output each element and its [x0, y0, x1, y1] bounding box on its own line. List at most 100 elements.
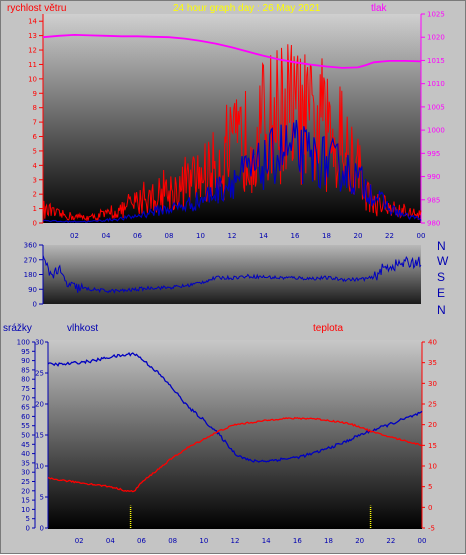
rain-y-tick-label: 100 — [17, 339, 30, 347]
wind-y-tick-label: 12 — [28, 47, 37, 55]
humidity-x-tick-label: 22 — [386, 537, 395, 545]
wind-y-tick-label: 9 — [33, 90, 37, 98]
rain-y-tick-label: 65 — [21, 404, 30, 412]
humidity-x-tick-label: 20 — [355, 537, 364, 545]
temperature-series-line — [47, 416, 423, 493]
temperature-y-tick-label: 20 — [428, 421, 437, 429]
temperature-y-tick-label: -5 — [428, 525, 435, 533]
wind-x-tick-label: 06 — [133, 232, 142, 240]
rain-y-tick-label: 45 — [21, 441, 30, 449]
direction-label-west: W — [437, 254, 449, 268]
wind-y-tick-label: 2 — [33, 191, 37, 199]
humidity-x-tick-label: 00 — [418, 537, 427, 545]
wind-x-tick-label: 16 — [291, 232, 300, 240]
temperature-y-tick-label: 25 — [428, 401, 437, 409]
humidity-x-tick-label: 10 — [199, 537, 208, 545]
rain-y-tick-label: 5 — [26, 515, 30, 523]
temperature-y-tick-label: 40 — [428, 339, 437, 347]
rain-y-tick-label: 25 — [21, 478, 30, 486]
wind-gust-series-line — [42, 44, 422, 223]
rain-y-tick-label: 55 — [21, 422, 30, 430]
wind-y-tick-label: 4 — [33, 162, 38, 170]
humidity-y-tick-label: 20 — [35, 401, 44, 409]
rain-y-tick-label: 15 — [21, 497, 30, 505]
wind-y-tick-label: 10 — [28, 75, 37, 83]
direction-label-east: E — [437, 286, 445, 300]
humidity-y-tick-label: 10 — [35, 463, 44, 471]
temperature-y-tick-label: 35 — [428, 359, 437, 367]
temperature-axis-title: teplota — [313, 323, 343, 334]
humidity-x-tick-label: 14 — [262, 537, 271, 545]
rain-y-tick-label: 0 — [26, 525, 30, 533]
direction-y-tick-label: 90 — [28, 286, 37, 294]
temperature-y-tick-label: 15 — [428, 442, 437, 450]
rain-y-tick-label: 50 — [21, 432, 30, 440]
humidity-temperature-plot-area — [48, 340, 422, 529]
humidity-temperature-chart: 0510152025303540455055606570758085909510… — [17, 339, 437, 546]
pressure-series-line — [42, 33, 422, 69]
direction-y-tick-label: 0 — [33, 301, 37, 309]
wind-x-tick-label: 12 — [228, 232, 237, 240]
direction-y-tick-label: 360 — [24, 242, 37, 250]
wind-chart: 0123456789101112131498098599099510001005… — [28, 11, 445, 241]
humidity-y-tick-label: 25 — [35, 370, 44, 378]
humidity-y-tick-label: 15 — [35, 432, 44, 440]
rain-y-tick-label: 90 — [21, 357, 30, 365]
pressure-y-tick-label: 1015 — [427, 57, 445, 65]
humidity-x-tick-label: 08 — [168, 537, 177, 545]
direction-label-north: N — [437, 239, 446, 253]
rain-y-tick-label: 95 — [21, 348, 30, 356]
direction-y-tick-label: 180 — [24, 271, 37, 279]
pressure-y-tick-label: 990 — [427, 173, 440, 181]
wind-x-tick-label: 22 — [385, 232, 394, 240]
graph-date-title: 24 hour graph day : 26 May 2021 — [173, 3, 321, 14]
rain-y-tick-label: 75 — [21, 385, 30, 393]
pressure-y-tick-label: 1010 — [427, 80, 445, 88]
rain-y-tick-label: 40 — [21, 450, 30, 458]
pressure-y-tick-label: 980 — [427, 220, 440, 228]
pressure-y-tick-label: 1005 — [427, 103, 445, 111]
humidity-y-tick-label: 30 — [35, 339, 44, 347]
rain-y-tick-label: 20 — [21, 487, 30, 495]
wind-chart-title: rychlost větru — [7, 3, 66, 14]
wind-average-series-line — [42, 119, 422, 223]
rain-y-tick-label: 30 — [21, 469, 30, 477]
pressure-y-tick-label: 1020 — [427, 34, 445, 42]
wind-x-tick-label: 18 — [322, 232, 331, 240]
rain-y-tick-label: 85 — [21, 366, 30, 374]
wind-x-tick-label: 20 — [354, 232, 363, 240]
humidity-x-tick-label: 18 — [324, 537, 333, 545]
wind-direction-series-line — [42, 255, 422, 294]
wind-x-tick-label: 00 — [417, 232, 426, 240]
direction-y-tick-label: 270 — [24, 256, 37, 264]
wind-y-tick-label: 11 — [28, 61, 37, 69]
wind-y-tick-label: 8 — [33, 104, 37, 112]
rain-y-tick-label: 35 — [21, 459, 30, 467]
wind-x-tick-label: 04 — [102, 232, 111, 240]
humidity-y-tick-label: 0 — [40, 525, 44, 533]
temperature-y-tick-label: 10 — [428, 463, 437, 471]
wind-x-tick-label: 08 — [165, 232, 174, 240]
pressure-y-tick-label: 985 — [427, 196, 440, 204]
wind-x-tick-label: 10 — [196, 232, 205, 240]
rain-y-tick-label: 60 — [21, 413, 30, 421]
temperature-y-tick-label: 5 — [428, 483, 432, 491]
humidity-x-tick-label: 12 — [231, 537, 240, 545]
wind-y-tick-label: 0 — [33, 220, 37, 228]
humidity-x-tick-label: 06 — [137, 537, 146, 545]
temperature-y-tick-label: 0 — [428, 504, 432, 512]
humidity-series-line — [47, 352, 423, 463]
rain-y-tick-label: 10 — [21, 506, 30, 514]
pressure-y-tick-label: 1000 — [427, 127, 445, 135]
pressure-y-tick-label: 1025 — [427, 11, 445, 19]
wind-y-tick-label: 1 — [33, 205, 37, 213]
direction-label-north-2: N — [437, 303, 446, 317]
wind-x-tick-label: 02 — [70, 232, 79, 240]
wind-y-tick-label: 14 — [28, 18, 37, 26]
rain-y-tick-label: 70 — [21, 394, 30, 402]
wind-y-tick-label: 7 — [33, 119, 37, 127]
temperature-y-tick-label: 30 — [428, 380, 437, 388]
direction-label-south: S — [437, 270, 445, 284]
